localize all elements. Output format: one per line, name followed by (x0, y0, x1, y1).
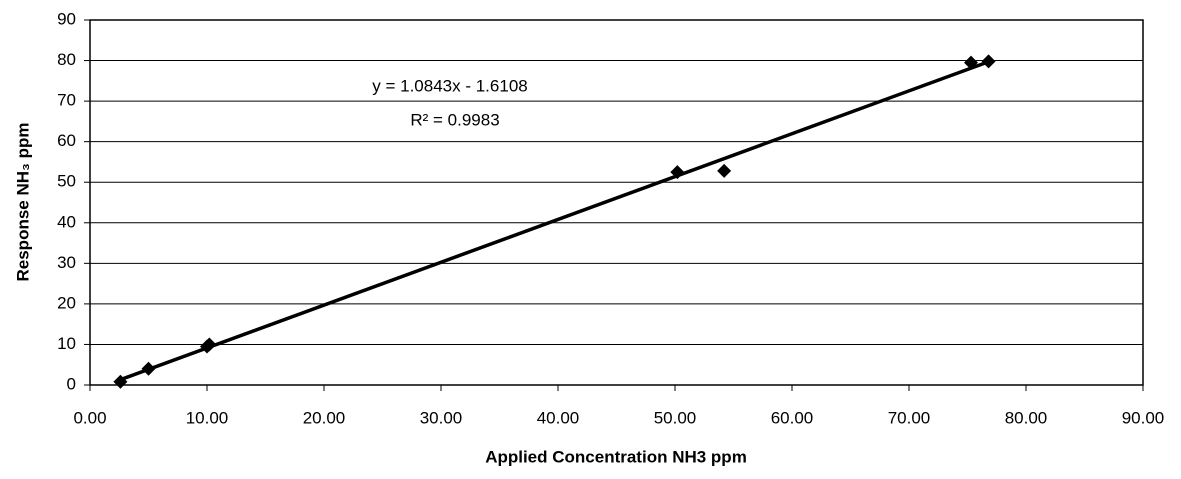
x-tick-label: 30.00 (420, 408, 463, 427)
point (113, 374, 128, 389)
x-tick-label: 0.00 (73, 408, 106, 427)
y-tick-label: 60 (57, 131, 76, 150)
r-squared: R² = 0.9983 (410, 110, 499, 129)
plot-area (89, 19, 1144, 386)
y-tick-label: 80 (57, 50, 76, 69)
x-tick-label: 60.00 (771, 408, 814, 427)
x-tick-label: 80.00 (1005, 408, 1048, 427)
trendline (119, 60, 990, 382)
x-axis-label: Applied Concentration NH3 ppm (485, 447, 747, 466)
point (141, 361, 156, 376)
y-tick-label: 20 (57, 293, 76, 312)
point (981, 54, 996, 69)
point (717, 163, 732, 178)
x-tick-label: 10.00 (186, 408, 229, 427)
point (670, 165, 685, 180)
point (964, 55, 979, 70)
x-tick-label: 20.00 (303, 408, 346, 427)
x-tick-label: 90.00 (1122, 408, 1165, 427)
y-tick-label: 30 (57, 253, 76, 272)
x-tick-label: 40.00 (537, 408, 580, 427)
y-axis-label: Response NH₃ ppm (13, 123, 32, 282)
y-tick-label: 40 (57, 212, 76, 231)
y-tick-label: 70 (57, 91, 76, 110)
x-tick-label: 70.00 (888, 408, 931, 427)
x-tick-label: 50.00 (654, 408, 697, 427)
equation: y = 1.0843x - 1.6108 (372, 76, 527, 95)
y-tick-label: 50 (57, 172, 76, 191)
point (202, 337, 217, 352)
y-tick-label: 10 (57, 334, 76, 353)
y-tick-label: 0 (67, 374, 76, 393)
y-tick-label: 90 (57, 9, 76, 28)
